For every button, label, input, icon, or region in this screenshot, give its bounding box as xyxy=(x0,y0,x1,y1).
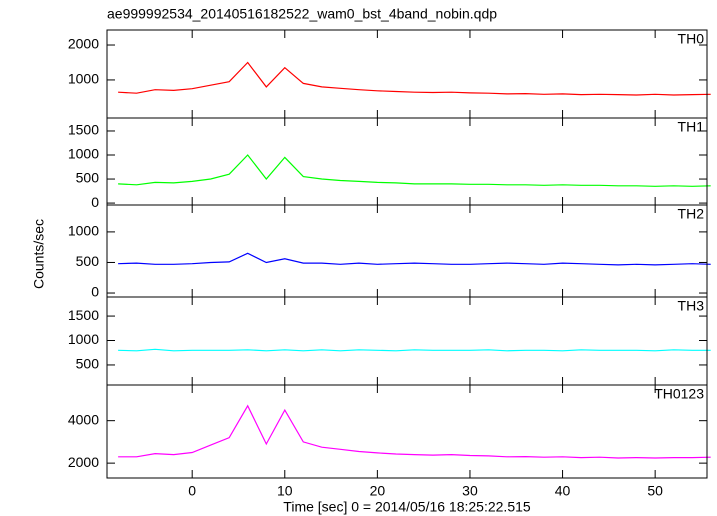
light-curve xyxy=(118,348,711,352)
light-curve xyxy=(118,61,711,96)
y-tick-label: 0 xyxy=(91,284,99,300)
panel-frame xyxy=(106,384,708,479)
x-tick-label: 50 xyxy=(647,483,663,499)
y-tick-label: 1000 xyxy=(68,223,99,239)
x-tick-label: 30 xyxy=(462,483,478,499)
panel-label: TH0123 xyxy=(654,386,704,402)
y-tick-label: 0 xyxy=(91,194,99,210)
light-curve xyxy=(118,404,711,459)
panel-frame xyxy=(106,296,708,386)
x-tick-label: 40 xyxy=(555,483,571,499)
panel-label: TH2 xyxy=(678,206,705,222)
panel-frame xyxy=(106,204,708,298)
panel-label: TH0 xyxy=(678,31,705,47)
y-tick-label: 1500 xyxy=(68,122,99,138)
light-curve xyxy=(118,252,711,266)
y-tick-label: 2000 xyxy=(68,36,99,52)
panel-frame xyxy=(106,117,708,206)
x-tick-label: 20 xyxy=(370,483,386,499)
y-tick-label: 1500 xyxy=(68,307,99,323)
y-tick-label: 500 xyxy=(76,253,100,269)
x-axis-label: Time [sec] 0 = 2014/05/16 18:25:22.515 xyxy=(283,499,531,515)
light-curve xyxy=(118,154,711,187)
x-tick-label: 0 xyxy=(188,483,196,499)
x-tick-label: 10 xyxy=(277,483,293,499)
panel-frame xyxy=(106,29,708,119)
y-tick-label: 2000 xyxy=(68,454,99,470)
panel-label: TH3 xyxy=(678,298,705,314)
y-tick-label: 1000 xyxy=(68,71,99,87)
y-tick-label: 1000 xyxy=(68,331,99,347)
y-axis-label: Counts/sec xyxy=(31,219,47,289)
chart-title: ae999992534_20140516182522_wam0_bst_4ban… xyxy=(107,6,497,22)
y-tick-label: 500 xyxy=(76,170,100,186)
panel-label: TH1 xyxy=(678,119,705,135)
y-tick-label: 1000 xyxy=(68,146,99,162)
y-tick-label: 4000 xyxy=(68,411,99,427)
y-tick-label: 500 xyxy=(76,356,100,372)
